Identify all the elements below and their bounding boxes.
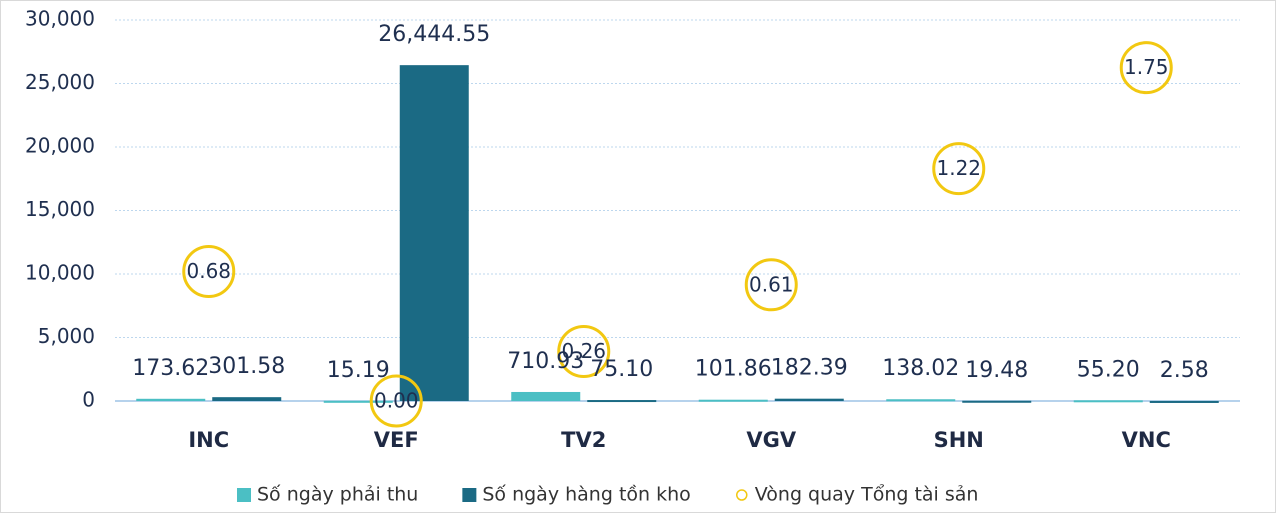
y-tick-label: 20,000 <box>25 134 95 158</box>
x-tick-label: VNC <box>1122 428 1171 452</box>
y-tick-label: 15,000 <box>25 197 95 221</box>
marker <box>744 258 798 312</box>
data-label: 0.00 <box>374 389 419 413</box>
marker <box>557 324 611 378</box>
bar <box>1073 400 1143 403</box>
y-tick-label: 10,000 <box>25 261 95 285</box>
bar <box>886 399 956 402</box>
data-label: 1.75 <box>1124 55 1169 79</box>
legend-swatch <box>736 489 748 501</box>
data-label: 101.86 <box>695 357 772 382</box>
bar <box>587 400 657 403</box>
y-tick-label: 25,000 <box>25 70 95 94</box>
x-tick-label: VGV <box>746 428 796 452</box>
marker <box>182 244 236 298</box>
data-label: 0.26 <box>561 339 606 363</box>
data-label: 710.93 <box>507 349 584 374</box>
bar <box>1149 400 1219 403</box>
bar <box>323 400 393 403</box>
data-label: 26,444.55 <box>378 22 490 47</box>
data-label: 0.61 <box>749 272 794 296</box>
bar <box>399 65 469 402</box>
x-tick-label: TV2 <box>561 428 606 452</box>
data-label: 55.20 <box>1077 357 1140 382</box>
y-tick-label: 0 <box>82 388 95 412</box>
marker <box>1119 41 1173 95</box>
y-tick-label: 5,000 <box>38 324 95 348</box>
bar <box>698 399 768 402</box>
x-tick-label: INC <box>188 428 229 452</box>
legend-label: Vòng quay Tổng tài sản <box>755 484 979 506</box>
data-label: 15.19 <box>327 358 390 383</box>
legend-label: Số ngày phải thu <box>257 484 418 506</box>
data-label: 0.68 <box>186 259 231 283</box>
marker <box>369 374 423 428</box>
data-label: 2.58 <box>1160 358 1209 383</box>
data-label: 1.22 <box>936 156 981 180</box>
bar <box>136 398 206 401</box>
data-label: 182.39 <box>771 356 848 381</box>
data-label: 173.62 <box>132 356 209 381</box>
x-tick-label: SHN <box>934 428 984 452</box>
legend-label: Số ngày hàng tồn kho <box>482 484 690 506</box>
data-label: 138.02 <box>882 356 959 381</box>
legend-swatch <box>237 488 251 502</box>
x-tick-label: VEF <box>374 428 419 452</box>
data-label: 19.48 <box>965 358 1028 383</box>
bar <box>511 391 581 401</box>
data-label: 301.58 <box>208 354 285 379</box>
bar <box>962 400 1032 403</box>
bar <box>212 397 282 401</box>
bar <box>774 398 844 401</box>
y-tick-label: 30,000 <box>25 7 95 31</box>
data-label: 75.10 <box>590 357 653 382</box>
marker <box>932 142 986 196</box>
legend-swatch <box>462 488 477 502</box>
